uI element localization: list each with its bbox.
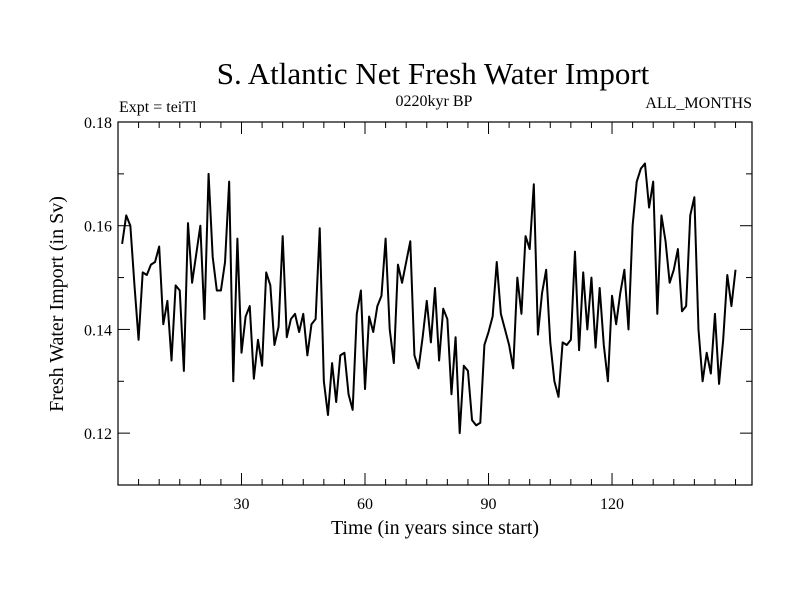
- x-tick-label: 120: [600, 496, 624, 513]
- x-tick-label: 90: [481, 496, 497, 513]
- x-tick-label: 30: [234, 496, 250, 513]
- plot-frame: [117, 121, 753, 486]
- y-tick-label: 0.16: [84, 219, 112, 236]
- series-line: [121, 162, 737, 435]
- x-axis-label: Time (in years since start): [331, 517, 539, 539]
- experiment-label: Expt = teiTl: [119, 99, 197, 116]
- x-axis: 30 60 90 120: [138, 122, 737, 513]
- y-tick-label: 0.18: [84, 115, 112, 132]
- chart-title: S. Atlantic Net Fresh Water Import: [217, 56, 650, 91]
- series-layer: [121, 162, 737, 435]
- y-tick-label: 0.12: [84, 426, 112, 443]
- period-label: 0220kyr BP: [396, 93, 473, 110]
- y-axis: 0.12 0.14 0.16 0.18: [84, 115, 752, 443]
- y-tick-label: 0.14: [84, 322, 112, 339]
- months-label: ALL_MONTHS: [645, 95, 752, 112]
- x-tick-label: 60: [357, 496, 373, 513]
- y-axis-label: Fresh Water Import (in Sv): [46, 196, 68, 412]
